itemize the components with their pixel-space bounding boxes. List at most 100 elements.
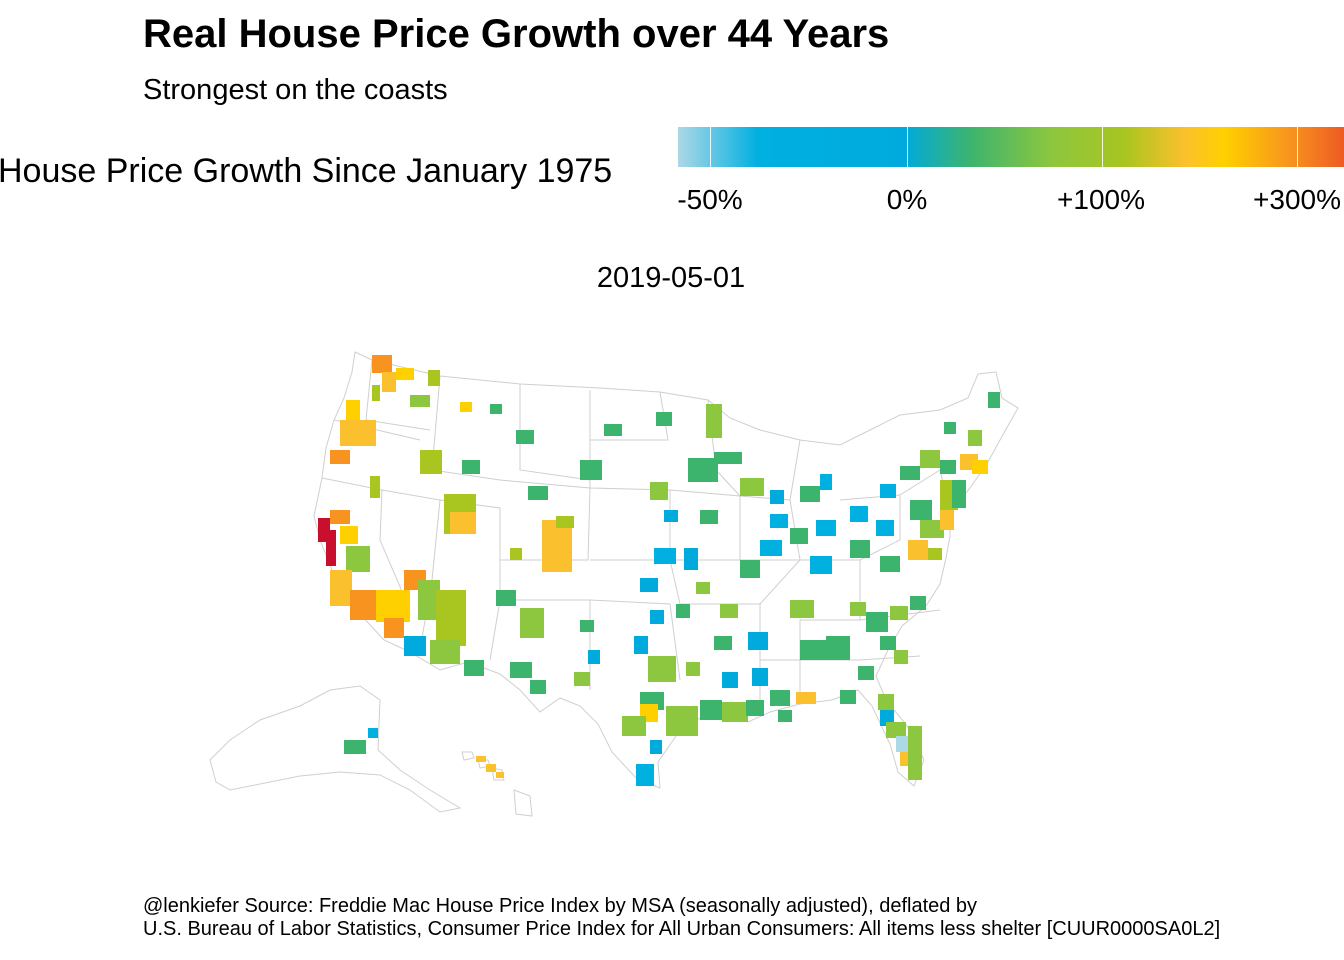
msa-region <box>376 590 410 622</box>
msa-region <box>604 424 622 436</box>
msa-region <box>722 702 748 722</box>
msa-region <box>340 420 376 446</box>
msa-region <box>450 512 476 534</box>
msa-region <box>650 482 668 500</box>
msa-region <box>746 700 764 716</box>
msa-region <box>940 510 954 530</box>
msa-region <box>580 620 594 632</box>
msa-region <box>396 368 414 380</box>
msa-region <box>528 486 548 500</box>
map-date-label: 2019-05-01 <box>596 262 746 294</box>
msa-region <box>510 662 532 678</box>
msa-region <box>654 548 676 564</box>
msa-region <box>346 400 360 422</box>
msa-region <box>714 452 742 464</box>
msa-region <box>476 756 486 762</box>
msa-region <box>988 392 1000 408</box>
msa-region <box>368 728 378 738</box>
msa-region <box>464 660 484 676</box>
legend-colorbar <box>678 127 1344 167</box>
msa-region <box>900 466 920 480</box>
msa-region <box>370 476 380 498</box>
alaska-outline <box>209 685 462 813</box>
msa-region <box>462 460 480 474</box>
msa-region <box>344 740 366 754</box>
msa-region <box>910 500 932 520</box>
msa-region <box>410 395 430 407</box>
msa-region <box>330 570 352 606</box>
msa-region <box>588 650 600 664</box>
msa-region <box>676 604 690 618</box>
source-caption: @lenkiefer Source: Freddie Mac House Pri… <box>143 895 1220 941</box>
msa-region <box>382 372 396 392</box>
legend-tick-label: 0% <box>886 184 928 215</box>
msa-region <box>876 520 894 536</box>
caption-line-1: @lenkiefer Source: Freddie Mac House Pri… <box>143 895 978 917</box>
msa-region <box>700 510 718 524</box>
msa-region <box>700 700 722 720</box>
msa-region <box>372 385 380 401</box>
msa-region <box>330 450 350 464</box>
msa-region <box>622 716 646 736</box>
msa-region <box>796 692 816 704</box>
msa-region <box>850 540 870 558</box>
msa-region <box>770 690 790 706</box>
msa-region <box>706 404 722 438</box>
msa-region <box>640 578 658 592</box>
msa-region <box>908 726 922 780</box>
msa-region <box>490 404 502 414</box>
msa-region <box>752 668 768 686</box>
msa-region <box>556 516 574 528</box>
msa-region <box>580 460 602 480</box>
msa-region <box>384 618 404 638</box>
msa-region <box>496 590 516 606</box>
msa-region <box>920 450 940 468</box>
msa-region <box>648 656 676 682</box>
msa-region <box>666 706 698 736</box>
msa-region <box>436 590 466 646</box>
msa-region <box>952 480 966 508</box>
msa-region <box>790 528 808 544</box>
msa-region <box>878 694 894 710</box>
msa-region <box>684 548 698 570</box>
msa-region <box>748 632 768 650</box>
msa-region <box>820 474 832 490</box>
msa-region <box>826 636 850 660</box>
msa-region <box>840 690 856 704</box>
msa-region <box>880 556 900 572</box>
msa-region <box>530 680 546 694</box>
msa-region <box>326 530 336 566</box>
msa-region <box>850 602 866 616</box>
msa-region <box>886 722 906 738</box>
msa-region <box>944 422 956 434</box>
msa-region <box>520 608 544 638</box>
msa-region <box>816 520 836 536</box>
msa-region <box>486 764 496 772</box>
legend-tick-mark <box>907 127 908 167</box>
legend-tick-mark <box>1102 127 1103 167</box>
msa-region <box>330 510 350 524</box>
msa-region <box>340 526 358 544</box>
msa-region <box>510 548 522 560</box>
msa-region <box>790 600 814 618</box>
caption-line-2: U.S. Bureau of Labor Statistics, Consume… <box>143 918 1221 940</box>
msa-region <box>350 590 380 620</box>
msa-region <box>880 484 896 498</box>
hawaii-outline <box>461 751 533 817</box>
legend-tick-mark <box>1297 127 1298 167</box>
msa-region <box>346 546 370 572</box>
msa-region <box>760 540 782 556</box>
msa-region <box>430 640 460 664</box>
msa-region <box>420 450 442 474</box>
msa-region <box>516 430 534 444</box>
msa-region <box>428 370 440 386</box>
msa-region <box>542 520 572 572</box>
msa-region <box>574 672 590 686</box>
msa-region <box>972 460 988 474</box>
msa-region <box>770 490 784 504</box>
msa-region <box>496 772 504 778</box>
legend-tick-label: +100% <box>1057 184 1145 215</box>
msa-region <box>800 640 826 660</box>
msa-region <box>636 764 654 786</box>
msa-region <box>372 355 392 373</box>
